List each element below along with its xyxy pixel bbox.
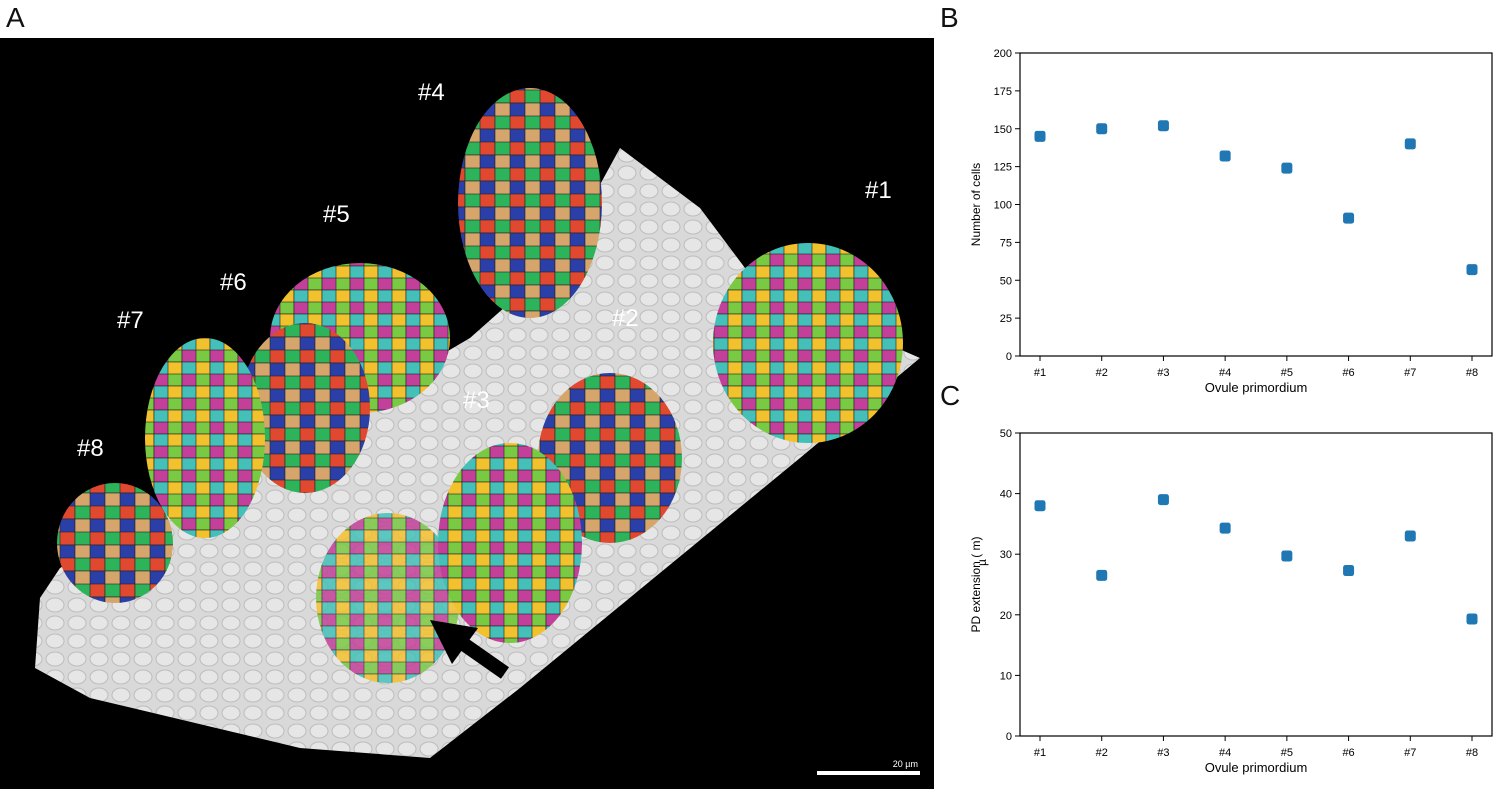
y-axis-unit-glyph: µ	[975, 559, 989, 566]
data-point-#6	[1343, 565, 1355, 577]
primordium-label-5: #5	[323, 201, 350, 228]
placenta-tissue	[35, 148, 920, 758]
y-tick-label: 25	[1000, 313, 1012, 325]
primordium-7	[145, 338, 265, 538]
chart-number-of-cells: 0 25 50 75 100 125 150 175 200 #1 #2 #3 #4 #5 #6 #7 #8 Ov…	[969, 48, 1493, 395]
x-tick-label: #8	[1466, 367, 1478, 379]
x-tick-label: #5	[1281, 367, 1293, 379]
primordium-label-4: #4	[418, 79, 445, 106]
data-point-#3	[1157, 120, 1169, 132]
x-axis-label: Ovule primordium	[1205, 380, 1308, 395]
x-tick-label: #1	[1034, 747, 1046, 759]
y-tick-label: 20	[1000, 610, 1012, 622]
primordium-8	[57, 483, 173, 603]
ovule-rendering-svg: #1 #2 #3 #4 #5 #6 #7 #8 20 µm	[35, 79, 920, 775]
y-tick-label: 200	[994, 48, 1012, 60]
data-point-#2	[1096, 123, 1108, 135]
data-point-#2	[1096, 569, 1108, 581]
primordium-label-8: #8	[77, 435, 104, 462]
ovule-rendering-panel: #1 #2 #3 #4 #5 #6 #7 #8 20 µm	[0, 38, 934, 789]
data-point-#8	[1466, 264, 1478, 276]
y-tick-label: 30	[1000, 549, 1012, 561]
primordium-label-7: #7	[117, 307, 144, 334]
primordium-1	[713, 243, 903, 443]
data-point-#1	[1034, 130, 1046, 142]
chart-b-plot-area: 0 25 50 75 100 125 150 175 200 #1 #2 #3 #4 #5 #6 #7 #8 Ov…	[969, 48, 1493, 395]
y-tick-label: 0	[1006, 731, 1012, 743]
primordium-6	[240, 323, 370, 493]
data-point-#5	[1281, 550, 1293, 562]
primordium-sectioned	[316, 513, 460, 683]
panel-letter-c: C	[940, 380, 961, 411]
data-point-#4	[1219, 522, 1231, 534]
data-point-#7	[1404, 530, 1416, 542]
primordium-label-2: #2	[612, 305, 639, 332]
primordium-3	[438, 443, 582, 643]
y-tick-label: 50	[1000, 428, 1012, 440]
y-tick-label: 175	[994, 86, 1012, 98]
data-point-#3	[1157, 494, 1169, 506]
x-axis-label: Ovule primordium	[1205, 760, 1308, 775]
x-tick-label: #2	[1096, 367, 1108, 379]
x-tick-label: #6	[1342, 747, 1354, 759]
data-point-#6	[1343, 212, 1355, 224]
chart-frame	[1019, 52, 1493, 357]
chart-frame	[1019, 432, 1493, 737]
data-point-#5	[1281, 162, 1293, 174]
x-tick-label: #6	[1342, 367, 1354, 379]
y-tick-label: 150	[994, 124, 1012, 136]
x-tick-label: #1	[1034, 367, 1046, 379]
primordium-label-1: #1	[865, 177, 892, 204]
chart-pd-extension: 0 10 20 30 40 50 #1 #2 #3 #4 #5 #6 #7 #8 Ovule primord…	[969, 428, 1493, 775]
chart-c-plot-area: 0 10 20 30 40 50 #1 #2 #3 #4 #5 #6 #7 #8 Ovule primord…	[969, 428, 1493, 775]
panel-letter-a: A	[6, 2, 25, 33]
arrow-icon	[430, 620, 510, 679]
x-tick-label: #2	[1096, 747, 1108, 759]
y-axis-label: PD extension ( m)	[969, 536, 983, 632]
y-tick-label: 10	[1000, 670, 1012, 682]
y-tick-label: 75	[1000, 237, 1012, 249]
x-tick-label: #5	[1281, 747, 1293, 759]
data-point-#4	[1219, 150, 1231, 162]
x-tick-label: #4	[1219, 367, 1231, 379]
primordium-4	[458, 88, 602, 318]
scale-bar	[817, 771, 920, 775]
data-point-#7	[1404, 138, 1416, 150]
y-tick-label: 40	[1000, 489, 1012, 501]
x-tick-label: #8	[1466, 747, 1478, 759]
scale-bar-label: 20 µm	[893, 759, 918, 769]
data-point-#8	[1466, 613, 1478, 625]
y-tick-label: 0	[1006, 351, 1012, 363]
x-tick-label: #4	[1219, 747, 1231, 759]
x-tick-label: #3	[1157, 367, 1169, 379]
x-tick-label: #7	[1404, 367, 1416, 379]
y-axis-label: Number of cells	[969, 163, 983, 246]
primordium-label-6: #6	[220, 269, 247, 296]
x-tick-label: #7	[1404, 747, 1416, 759]
data-point-#1	[1034, 500, 1046, 512]
y-tick-label: 100	[994, 200, 1012, 212]
panel-letter-b: B	[940, 2, 959, 33]
primordium-label-3: #3	[463, 387, 490, 414]
y-tick-label: 50	[1000, 275, 1012, 287]
y-tick-label: 125	[994, 162, 1012, 174]
x-tick-label: #3	[1157, 747, 1169, 759]
